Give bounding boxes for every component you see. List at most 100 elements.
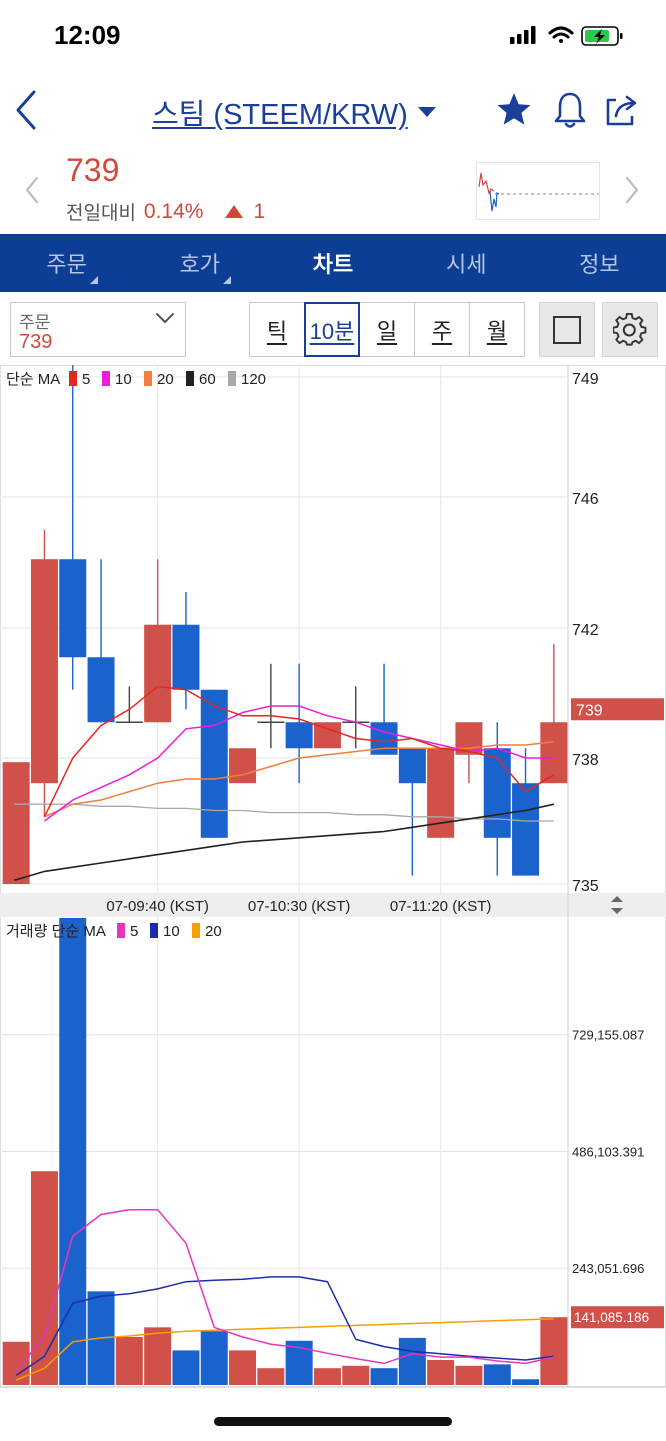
legend-swatch bbox=[144, 371, 152, 386]
chevron-right-icon bbox=[625, 176, 639, 204]
time-tick-label: 07-10:30 (KST) bbox=[248, 898, 351, 915]
battery-icon bbox=[581, 26, 623, 46]
ma-line-ma5 bbox=[43, 685, 555, 818]
volume-bar bbox=[313, 1368, 341, 1385]
current-volume-tag-label: 141,085.186 bbox=[574, 1310, 649, 1325]
legend-swatch bbox=[186, 371, 194, 386]
legend-label: 60 bbox=[199, 371, 216, 388]
price-tick-label: 738 bbox=[572, 752, 599, 769]
gear-icon bbox=[613, 312, 647, 346]
volume-bar bbox=[172, 1350, 200, 1385]
candle-body bbox=[512, 783, 540, 876]
up-triangle-icon bbox=[225, 205, 244, 218]
period-month-button[interactable]: 월 bbox=[469, 302, 525, 357]
candle-body bbox=[200, 689, 228, 838]
status-time: 12:09 bbox=[54, 20, 121, 50]
status-icons bbox=[510, 24, 632, 48]
legend-label: 5 bbox=[130, 923, 138, 940]
candle-body bbox=[59, 559, 87, 658]
current-volume-tag bbox=[571, 1306, 664, 1329]
period-selector: 틱 10분 일 주 월 bbox=[249, 302, 525, 357]
legend-swatch bbox=[69, 371, 77, 386]
nav-bar: 스팀 (STEEM/KRW) bbox=[0, 78, 666, 144]
legend-label: 10 bbox=[115, 371, 132, 388]
chart-frame bbox=[0, 365, 666, 1388]
order-select-value: 739 bbox=[19, 331, 53, 353]
share-button[interactable] bbox=[604, 90, 640, 130]
time-tick-label: 07-09:40 (KST) bbox=[106, 898, 209, 915]
candle-body bbox=[144, 624, 172, 723]
favorite-button[interactable] bbox=[496, 90, 532, 130]
period-10min-button[interactable]: 10분 bbox=[304, 302, 360, 357]
candle-body bbox=[540, 722, 568, 784]
candlestick-volume-chart[interactable]: 749 746 742 738 735 739 단순 MA 5 10 20 60 120 07-09:4… bbox=[0, 365, 666, 1390]
page-title: 스팀 (STEEM/KRW) bbox=[152, 99, 408, 131]
status-bar: 12:09 bbox=[0, 0, 666, 72]
alarm-button[interactable] bbox=[552, 90, 588, 130]
tab-label: 차트 bbox=[312, 252, 354, 277]
chevron-left-icon bbox=[16, 90, 36, 130]
tab-order[interactable]: 주문 bbox=[0, 234, 133, 292]
home-indicator[interactable] bbox=[214, 1417, 452, 1426]
volume-bar bbox=[257, 1368, 285, 1385]
change-amount: 1 bbox=[253, 199, 266, 223]
volume-bar bbox=[427, 1360, 455, 1385]
volume-tick-label: 729,155.087 bbox=[572, 1028, 644, 1043]
volume-bar bbox=[200, 1331, 228, 1385]
coin-selector[interactable]: 스팀 (STEEM/KRW) bbox=[152, 92, 436, 132]
candle-body bbox=[87, 657, 115, 723]
candle-body bbox=[229, 748, 257, 784]
next-coin-button[interactable] bbox=[624, 176, 640, 204]
tab-orderbook[interactable]: 호가 bbox=[133, 234, 266, 292]
legend-label: 120 bbox=[241, 371, 266, 388]
tab-label: 호가 bbox=[179, 252, 221, 277]
current-price-tag-label: 739 bbox=[576, 702, 603, 719]
volume-bar bbox=[540, 1317, 568, 1385]
back-button[interactable] bbox=[12, 88, 42, 132]
volume-bar bbox=[144, 1327, 172, 1385]
price-change: 전일대비 0.14% 1 bbox=[66, 198, 265, 225]
volume-bar bbox=[229, 1350, 257, 1385]
time-axis-band bbox=[0, 893, 666, 917]
wifi-icon bbox=[548, 26, 574, 43]
tab-market-price[interactable]: 시세 bbox=[400, 234, 533, 292]
mini-price-chart bbox=[476, 162, 600, 220]
volume-bar bbox=[370, 1368, 398, 1385]
volume-tick-label: 486,103.391 bbox=[572, 1144, 644, 1159]
order-select-label: 주문 bbox=[19, 313, 51, 332]
candle-body bbox=[172, 624, 200, 690]
corner-marker-icon bbox=[90, 276, 98, 284]
tab-chart[interactable]: 차트 bbox=[266, 234, 399, 292]
tab-label: 시세 bbox=[445, 252, 487, 277]
volume-bar bbox=[30, 1171, 58, 1385]
legend-label: 5 bbox=[82, 371, 90, 388]
candle-body bbox=[313, 722, 341, 749]
chart-area[interactable]: 749 746 742 738 735 739 단순 MA 5 10 20 60 120 07-09:4… bbox=[0, 365, 666, 1390]
change-label: 전일대비 bbox=[66, 203, 136, 224]
price-legend-title: 단순 MA bbox=[6, 371, 60, 388]
period-day-button[interactable]: 일 bbox=[359, 302, 415, 357]
tab-info[interactable]: 정보 bbox=[533, 234, 666, 292]
volume-legend-title: 거래량 단순 MA bbox=[6, 923, 106, 940]
volume-ma-line-vol_ma10 bbox=[15, 1276, 554, 1377]
fullscreen-button[interactable] bbox=[539, 302, 595, 357]
bell-icon bbox=[554, 92, 586, 128]
candle-body bbox=[285, 722, 313, 749]
prev-coin-button[interactable] bbox=[24, 176, 40, 204]
corner-marker-icon bbox=[223, 276, 232, 284]
main-tabs: 주문 호가 차트 시세 정보 bbox=[0, 234, 666, 292]
chart-settings-button[interactable] bbox=[602, 302, 658, 357]
tab-label: 주문 bbox=[46, 252, 87, 277]
ma-line-ma120 bbox=[14, 803, 554, 822]
legend-swatch bbox=[102, 371, 110, 386]
candle-body bbox=[483, 748, 511, 838]
star-icon bbox=[497, 93, 531, 125]
volume-ma-line-vol_ma5 bbox=[15, 1208, 555, 1372]
legend-swatch bbox=[150, 923, 158, 938]
period-week-button[interactable]: 주 bbox=[414, 302, 470, 357]
chevron-left-icon bbox=[25, 176, 39, 204]
legend-label: 20 bbox=[205, 923, 222, 940]
order-type-select[interactable]: 주문 739 bbox=[10, 302, 186, 357]
square-icon bbox=[553, 315, 581, 344]
period-tick-button[interactable]: 틱 bbox=[249, 302, 305, 357]
